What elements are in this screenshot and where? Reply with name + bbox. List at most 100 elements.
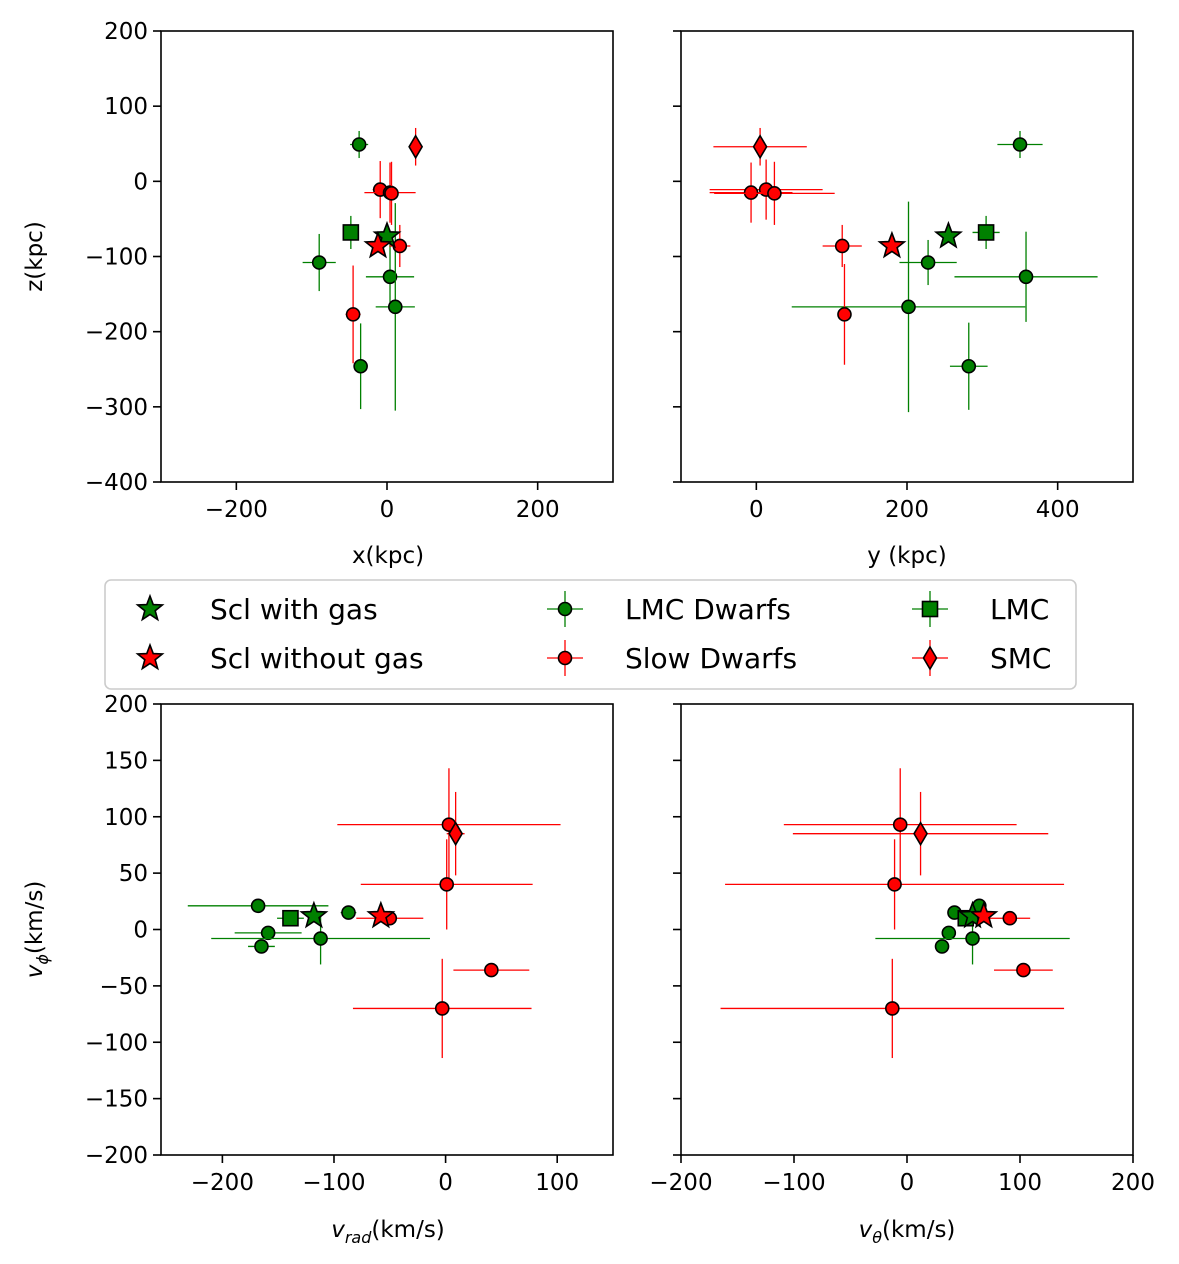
x-axis-label: vrad(km/s) <box>331 1217 445 1247</box>
panel-yz: 0 200 400 y (kpc) <box>673 30 1134 569</box>
data-point <box>920 255 936 270</box>
data-point <box>282 909 299 927</box>
y-axis-label-symbol: v <box>22 964 48 978</box>
y-tick-label: 0 <box>133 169 148 195</box>
data-point <box>961 358 977 374</box>
y-tick-label: −50 <box>99 974 148 1000</box>
y-tick-label: −150 <box>85 1087 148 1113</box>
data-point <box>313 931 328 946</box>
data-point <box>311 255 327 270</box>
axes-frame <box>680 703 1134 1156</box>
x-axis-label: x(kpc) <box>352 543 424 569</box>
data-point <box>934 939 950 954</box>
x-tick-label: −200 <box>649 1170 712 1196</box>
x-axis-label: y (kpc) <box>867 543 946 569</box>
legend-item-lmc: LMC <box>912 591 1049 627</box>
axes-frame <box>160 703 614 1156</box>
data-point <box>384 186 399 201</box>
data-point <box>901 299 916 315</box>
x-axis-label-unit: (km/s) <box>882 1217 955 1243</box>
data-point <box>933 220 963 249</box>
data-point <box>250 898 266 914</box>
x-tick-label: 0 <box>900 1170 915 1196</box>
axes-frame <box>680 30 1134 483</box>
data-point <box>1016 962 1031 978</box>
x-tick-label: −200 <box>191 1170 254 1196</box>
plot-area <box>720 768 1070 1059</box>
y-tick-label: −300 <box>85 395 148 421</box>
series-slow-dwarfs <box>720 768 1065 1059</box>
x-tick-label: 100 <box>998 1170 1042 1196</box>
data-point <box>353 358 368 374</box>
panel-vtheta-vphi: −200 −100 0 100 200 vθ(km/s) <box>649 703 1155 1247</box>
data-point <box>439 877 455 892</box>
x-axis-label-subscript: θ <box>872 1228 882 1247</box>
plot-area <box>709 127 1098 413</box>
y-tick-label: 100 <box>104 805 148 831</box>
series-scl-with-gas <box>933 220 963 249</box>
legend-label: Scl with gas <box>210 593 378 626</box>
legend-marker <box>135 593 165 622</box>
series-slow-dwarfs <box>709 159 862 365</box>
data-point <box>877 230 907 259</box>
series-smc <box>713 127 807 166</box>
data-point <box>834 238 850 254</box>
series-lmc-dwarfs <box>187 898 430 965</box>
legend-item-lmc-dwarfs: LMC Dwarfs <box>547 591 791 627</box>
data-point <box>1012 137 1028 152</box>
legend-item-smc: SMC <box>912 640 1051 676</box>
series-lmc <box>277 909 304 927</box>
x-tick-label: 0 <box>380 497 395 523</box>
series-scl-without-gas <box>969 900 999 929</box>
y-tick-label: 200 <box>104 19 148 45</box>
legend-item-slow-dwarfs: Slow Dwarfs <box>547 640 797 676</box>
series-lmc-dwarfs <box>302 130 415 411</box>
legend-item-scl-without-gas: Scl without gas <box>135 642 424 675</box>
data-point <box>965 931 980 946</box>
data-point <box>484 962 499 978</box>
series-smc <box>792 791 1049 876</box>
legend-label: LMC Dwarfs <box>625 593 791 626</box>
y-tick-label: 150 <box>104 748 148 774</box>
x-tick-label: 200 <box>1111 1170 1155 1196</box>
data-point <box>299 900 329 929</box>
series-scl-without-gas <box>366 900 396 929</box>
legend-marker <box>557 650 573 666</box>
x-axis-label-unit: (km/s) <box>371 1217 444 1243</box>
data-point <box>892 817 908 832</box>
data-point <box>366 900 396 929</box>
series-scl-with-gas <box>299 900 329 929</box>
series-lmc <box>342 215 360 249</box>
data-point <box>260 925 276 941</box>
x-axis-label-subscript: rad <box>345 1228 372 1247</box>
y-tick-label: −400 <box>85 470 148 496</box>
y-tick-label: −100 <box>85 245 148 271</box>
data-point <box>913 821 928 847</box>
data-point <box>887 877 902 892</box>
data-point <box>387 299 403 315</box>
axes-frame <box>160 30 614 483</box>
data-point <box>351 137 367 152</box>
data-point <box>1018 269 1034 285</box>
legend-label: Scl without gas <box>210 642 424 675</box>
data-point <box>977 224 995 241</box>
plot-area <box>187 768 561 1059</box>
legend-frame <box>104 579 1077 690</box>
y-axis-label: vϕ(km/s) <box>22 881 52 979</box>
data-point <box>1002 910 1018 926</box>
data-point <box>341 905 356 920</box>
data-point <box>767 186 782 201</box>
x-axis-label-symbol: v <box>859 1217 873 1243</box>
data-point <box>345 307 361 322</box>
data-point <box>448 821 464 847</box>
series-scl-without-gas <box>877 230 907 259</box>
plot-area <box>302 127 424 411</box>
data-point <box>885 1001 900 1016</box>
series-scl-without-gas <box>363 230 393 259</box>
legend-label: Slow Dwarfs <box>625 642 797 675</box>
x-axis-label-symbol: v <box>331 1217 345 1243</box>
data-point <box>969 900 999 929</box>
y-tick-label: 100 <box>104 94 148 120</box>
panel-xz: −200 0 200 −400 −300 −200 −100 0 100 200 x(kpc) z(k… <box>22 19 614 569</box>
